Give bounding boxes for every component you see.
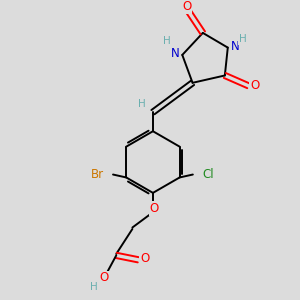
Text: O: O bbox=[99, 272, 108, 284]
Text: Br: Br bbox=[91, 168, 104, 181]
Text: N: N bbox=[231, 40, 239, 52]
Text: O: O bbox=[140, 252, 149, 265]
Text: Cl: Cl bbox=[202, 168, 214, 181]
Text: H: H bbox=[90, 282, 98, 292]
Text: O: O bbox=[150, 202, 159, 215]
Text: H: H bbox=[163, 36, 171, 46]
Text: O: O bbox=[250, 79, 260, 92]
Text: O: O bbox=[182, 0, 191, 13]
Text: H: H bbox=[239, 34, 247, 44]
Text: H: H bbox=[138, 99, 146, 109]
Text: N: N bbox=[171, 47, 180, 60]
